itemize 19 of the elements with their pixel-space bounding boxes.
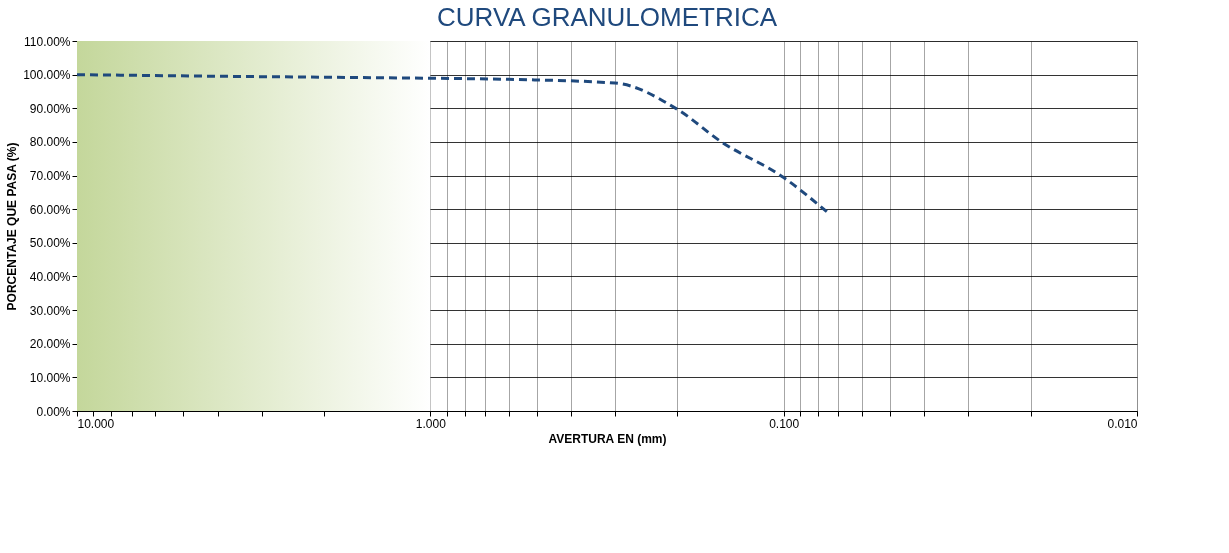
y-axis-title: PORCENTAJE QUE PASA (%): [5, 142, 20, 311]
x-tick-label: 0.100: [769, 416, 800, 431]
x-tick-label: 10.000: [77, 416, 115, 431]
y-tick-label: 30.00%: [29, 303, 71, 318]
y-tick-label: 80.00%: [29, 135, 71, 150]
y-tick-label: 40.00%: [29, 269, 71, 284]
y-tick-label: 70.00%: [29, 169, 71, 184]
y-tick-label: 10.00%: [29, 370, 71, 385]
x-tick-label: 1.000: [415, 416, 447, 431]
y-tick-label: 100.00%: [23, 68, 71, 83]
y-tick-label: 50.00%: [29, 236, 71, 251]
y-tick-label: 60.00%: [29, 202, 71, 217]
x-tick-label: 0.010: [1107, 416, 1138, 431]
chart-title: CURVA GRANULOMETRICA: [437, 2, 778, 32]
x-axis-title: AVERTURA EN (mm): [548, 431, 667, 446]
y-tick-label: 20.00%: [29, 337, 71, 352]
y-tick-label: 90.00%: [29, 101, 71, 116]
y-tick-label: 0.00%: [36, 404, 71, 419]
y-tick-label: 110.00%: [24, 34, 71, 49]
